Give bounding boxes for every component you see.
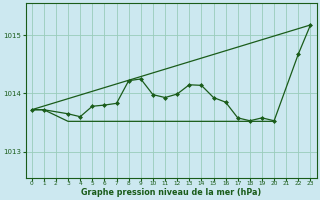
X-axis label: Graphe pression niveau de la mer (hPa): Graphe pression niveau de la mer (hPa) bbox=[81, 188, 261, 197]
